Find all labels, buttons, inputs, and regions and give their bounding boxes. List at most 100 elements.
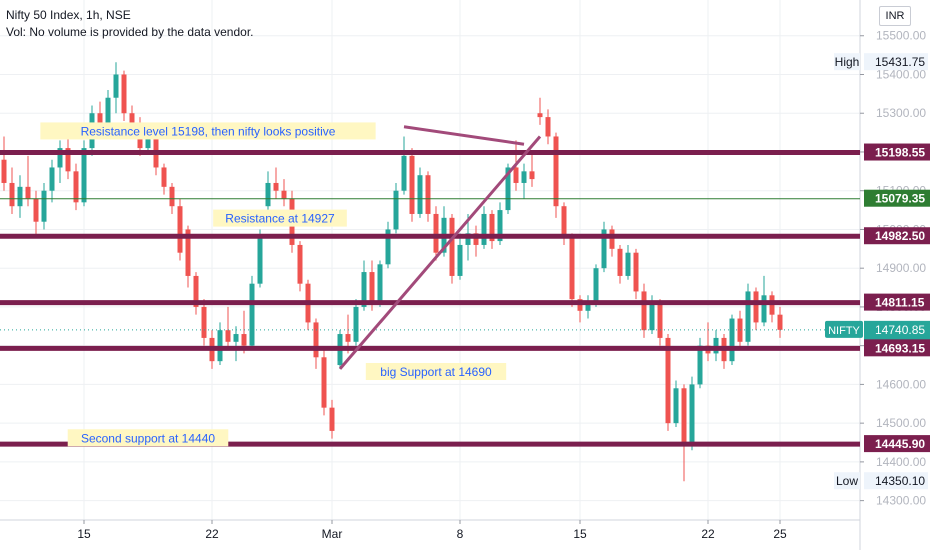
candle-body[interactable]: [449, 217, 455, 276]
candle-body[interactable]: [169, 186, 175, 207]
candle-body[interactable]: [617, 248, 623, 276]
candle-body[interactable]: [745, 291, 751, 342]
y-tick-label: 15300.00: [876, 106, 926, 120]
candle-body[interactable]: [425, 175, 431, 214]
candle-body[interactable]: [73, 171, 79, 203]
candle-body[interactable]: [673, 388, 679, 424]
annotation-box[interactable]: [67, 429, 229, 447]
candle-body[interactable]: [593, 268, 599, 304]
price-tag-value: 15431.75: [875, 55, 925, 69]
trend-line[interactable]: [403, 125, 525, 146]
level-price-value: 14982.50: [875, 229, 925, 243]
candle-body[interactable]: [273, 182, 279, 191]
candle-body[interactable]: [353, 306, 359, 342]
candle-body[interactable]: [225, 330, 231, 342]
candle-body[interactable]: [193, 275, 199, 307]
candle-body[interactable]: [545, 117, 551, 137]
candle-body[interactable]: [665, 337, 671, 424]
candle-body[interactable]: [473, 233, 479, 245]
candle-body[interactable]: [345, 334, 351, 342]
candle-body[interactable]: [121, 74, 127, 114]
candle-body[interactable]: [9, 182, 15, 207]
candle-body[interactable]: [177, 206, 183, 253]
candle-body[interactable]: [113, 74, 119, 98]
candle-body[interactable]: [465, 233, 471, 245]
candle-body[interactable]: [561, 206, 567, 238]
candle-body[interactable]: [401, 155, 407, 191]
currency-badge[interactable]: INR: [879, 6, 911, 26]
candle-body[interactable]: [201, 306, 207, 338]
annotation-box[interactable]: [40, 122, 376, 140]
candle-body[interactable]: [185, 229, 191, 276]
candle-body[interactable]: [97, 113, 103, 125]
candle-body[interactable]: [369, 272, 375, 304]
candle-body[interactable]: [377, 264, 383, 304]
candle-body[interactable]: [129, 113, 135, 129]
candle-body[interactable]: [361, 272, 367, 307]
candle-body[interactable]: [649, 303, 655, 331]
candle-body[interactable]: [625, 252, 631, 276]
candle-body[interactable]: [161, 167, 167, 187]
candle-body[interactable]: [1, 159, 7, 183]
candle-body[interactable]: [233, 334, 239, 342]
candle-body[interactable]: [265, 182, 271, 207]
candle-body[interactable]: [81, 148, 87, 203]
trend-line[interactable]: [338, 135, 542, 370]
candle-body[interactable]: [609, 229, 615, 249]
candle-body[interactable]: [249, 283, 255, 346]
annotation-box[interactable]: [213, 209, 347, 227]
candle-body[interactable]: [777, 314, 783, 330]
candle-body[interactable]: [329, 407, 335, 431]
candle-body[interactable]: [761, 295, 767, 323]
candle-body[interactable]: [641, 291, 647, 331]
level-price-box: [864, 227, 930, 245]
candle-body[interactable]: [145, 136, 151, 149]
candle-body[interactable]: [49, 167, 55, 191]
candle-body[interactable]: [241, 334, 247, 346]
candle-body[interactable]: [409, 155, 415, 214]
candle-body[interactable]: [313, 322, 319, 358]
candle-body[interactable]: [537, 113, 543, 118]
candle-body[interactable]: [481, 213, 487, 245]
candle-body[interactable]: [65, 148, 71, 172]
x-tick-label: 22: [205, 527, 219, 541]
candle-body[interactable]: [569, 237, 575, 300]
candle-body[interactable]: [321, 357, 327, 408]
candle-body[interactable]: [681, 388, 687, 447]
candle-body[interactable]: [697, 345, 703, 385]
candle-body[interactable]: [393, 190, 399, 230]
candle-body[interactable]: [433, 213, 439, 253]
candle-body[interactable]: [729, 318, 735, 362]
candle-body[interactable]: [57, 148, 63, 168]
candle-body[interactable]: [217, 330, 223, 362]
candle-body[interactable]: [25, 186, 31, 199]
candle-body[interactable]: [529, 171, 535, 180]
annotation-box[interactable]: [365, 363, 507, 381]
candle-body[interactable]: [521, 171, 527, 183]
candle-body[interactable]: [753, 291, 759, 323]
candle-body[interactable]: [17, 186, 23, 207]
nifty-tag-box[interactable]: [825, 320, 863, 338]
candle-body[interactable]: [417, 175, 423, 214]
candle-body[interactable]: [657, 303, 663, 338]
candle-body[interactable]: [33, 198, 39, 222]
candle-body[interactable]: [633, 252, 639, 292]
candle-body[interactable]: [553, 136, 559, 207]
candle-body[interactable]: [281, 190, 287, 199]
candle-body[interactable]: [513, 167, 519, 183]
candle-body[interactable]: [41, 190, 47, 222]
candle-body[interactable]: [601, 229, 607, 269]
candle-body[interactable]: [385, 229, 391, 265]
candle-body[interactable]: [297, 244, 303, 284]
candle-body[interactable]: [497, 210, 503, 242]
candle-body[interactable]: [505, 167, 511, 211]
candle-body[interactable]: [105, 97, 111, 125]
candle-body[interactable]: [457, 244, 463, 276]
candle-body[interactable]: [257, 237, 263, 284]
candle-body[interactable]: [689, 384, 695, 447]
candle-body[interactable]: [489, 213, 495, 242]
candle-body[interactable]: [585, 303, 591, 311]
candle-body[interactable]: [713, 337, 719, 354]
